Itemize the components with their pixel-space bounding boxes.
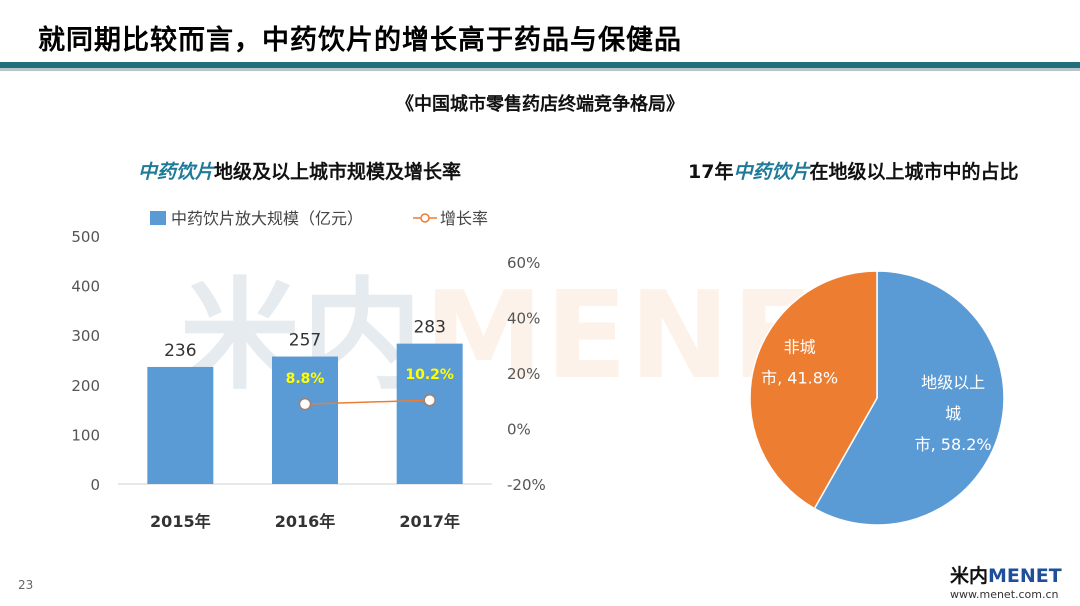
pie-chart-title-rest: 在地级以上城市中的占比 (809, 161, 1019, 183)
bar-data-label: 257 (289, 331, 321, 351)
x-tick-label: 2017年 (399, 512, 460, 531)
growth-rate-label: 10.2% (405, 367, 454, 383)
bar-chart-title: 中药饮片地级及以上城市规模及增长率 (138, 157, 461, 184)
growth-rate-label: 8.8% (286, 371, 325, 387)
logo-url: www.menet.com.cn (950, 588, 1059, 601)
pie-slice-label: 市, 58.2% (915, 435, 992, 454)
pie-slice (813, 270, 1005, 526)
y-right-tick-label: 0% (507, 421, 531, 439)
pie-slice-label: 非城 (784, 338, 816, 357)
x-tick-label: 2016年 (275, 512, 336, 531)
y-right-tick-label: -20% (507, 476, 546, 494)
pie-chart-title-em: 中药饮片 (733, 161, 810, 183)
y-right-tick-label: 40% (507, 310, 540, 328)
y-left-tick-label: 200 (71, 377, 100, 395)
bar (147, 366, 214, 484)
y-left-tick-label: 400 (71, 278, 100, 296)
logo-cn: 米内 (950, 565, 989, 587)
legend-label-bar: 中药饮片放大规模（亿元） (171, 209, 363, 228)
title-underline-shadow (0, 68, 1080, 71)
pie-chart-title: 17年中药饮片在地级以上城市中的占比 (688, 157, 1018, 184)
bar-chart-title-rest: 地级及以上城市规模及增长率 (214, 161, 462, 183)
page-number: 23 (18, 578, 34, 592)
growth-rate-line (304, 399, 430, 405)
bar-data-label: 236 (164, 341, 196, 361)
legend-label-line: 增长率 (440, 209, 488, 228)
y-left-tick-label: 300 (71, 327, 100, 345)
pie-slice-label: 市, 41.8% (761, 369, 838, 388)
source-caption: 《中国城市零售药店终端竞争格局》 (396, 94, 684, 115)
y-left-tick-label: 100 (71, 426, 100, 444)
pie-slice (749, 270, 878, 510)
pie-slice-label: 城 (945, 404, 961, 423)
bar-chart-title-em: 中药饮片 (138, 161, 215, 183)
bar (396, 343, 463, 484)
x-tick-label: 2015年 (150, 512, 211, 531)
legend-swatch-marker (420, 213, 430, 223)
y-left-tick-label: 0 (90, 476, 100, 494)
bar-data-label: 283 (413, 318, 445, 338)
y-left-tick-label: 500 (71, 228, 100, 246)
bar (272, 356, 338, 484)
logo-en: MENET (988, 565, 1062, 587)
title-underline (0, 62, 1080, 68)
growth-rate-point (298, 397, 312, 411)
pie-slice-label: 地级以上 (921, 373, 985, 392)
y-right-tick-label: 20% (507, 365, 540, 383)
growth-rate-point (423, 393, 436, 407)
slide-title: 就同期比较而言，中药饮片的增长高于药品与保健品 (38, 25, 682, 56)
menet-logo: 米内MENET www.menet.com.cn (950, 566, 1075, 601)
legend-swatch-bar (150, 211, 166, 225)
pie-chart-title-prefix: 17年 (688, 161, 734, 183)
y-right-tick-label: 60% (507, 254, 540, 272)
